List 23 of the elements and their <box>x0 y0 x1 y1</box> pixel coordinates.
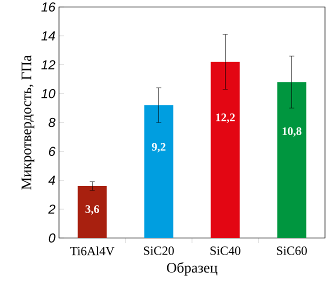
y-tick-label: 10 <box>41 89 56 98</box>
x-tick-label: SiC40 <box>210 246 240 255</box>
y-tick-label: 0 <box>48 233 56 243</box>
bar <box>277 82 306 238</box>
data-label: 10,8 <box>282 127 302 137</box>
x-axis-title: Образец <box>166 262 218 276</box>
x-tick-label: SiC20 <box>144 246 174 255</box>
bar <box>144 105 174 238</box>
y-axis-title: Микротвердость, ГПа <box>22 55 34 190</box>
bar <box>210 62 240 238</box>
x-tick-label: Ti6Al4V <box>70 246 114 256</box>
y-tick-label: 8 <box>48 118 56 128</box>
x-tick-label: SiC60 <box>277 246 307 255</box>
data-label: 12,2 <box>216 114 235 123</box>
y-tick-label: 12 <box>41 60 56 70</box>
y-tick-label: 6 <box>49 146 56 156</box>
data-label: 9,2 <box>152 143 166 152</box>
bar <box>78 186 107 238</box>
y-tick-label: 4 <box>48 176 55 185</box>
y-tick-label: 2 <box>48 204 56 214</box>
data-label: 3,6 <box>86 205 100 215</box>
y-tick-label: 16 <box>41 2 56 12</box>
y-tick-label: 14 <box>41 31 55 40</box>
